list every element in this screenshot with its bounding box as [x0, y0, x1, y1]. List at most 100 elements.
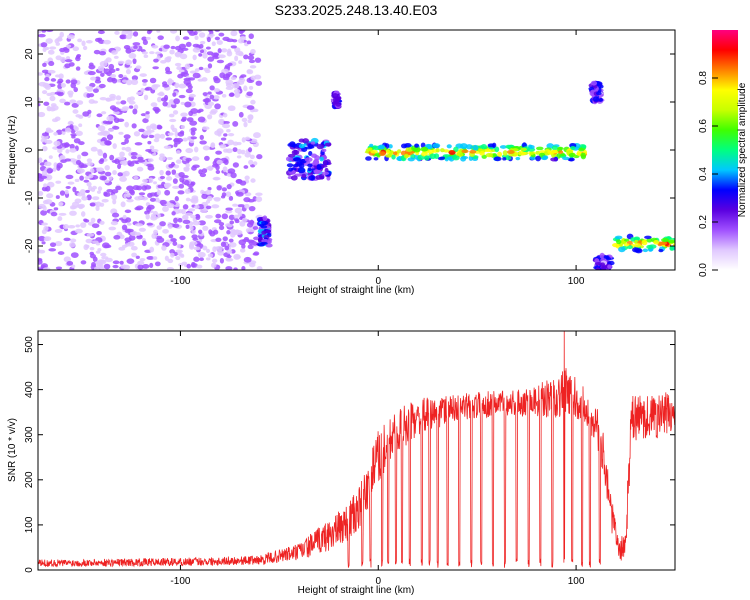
spectrogram-cell [529, 151, 534, 156]
spectrogram-cell [151, 233, 158, 239]
spectrogram-cell [223, 159, 229, 166]
spectrogram-xtick-label: 100 [568, 276, 585, 287]
spectrogram-cell [241, 117, 248, 123]
spectrogram-cell [230, 30, 238, 37]
spectrogram-cell [479, 150, 485, 156]
spectrogram-cell [535, 155, 541, 162]
spectrogram-cell [49, 242, 57, 247]
spectrogram-cell [215, 169, 221, 174]
spectrogram-cell [47, 69, 56, 74]
spectrogram-cell [193, 256, 200, 262]
spectrogram-cell [169, 200, 176, 204]
snr-ytick-label: 400 [24, 381, 35, 398]
spectrogram-cell [117, 172, 123, 177]
spectrogram-cell [211, 204, 220, 209]
spectrogram-region [285, 137, 332, 182]
spectrogram-cell [119, 34, 128, 40]
spectrogram-cell [70, 79, 78, 85]
spectrogram-cell [520, 147, 528, 152]
spectrogram-cell [249, 219, 254, 226]
spectrogram-ylabel: Frequency (Hz) [7, 116, 18, 185]
spectrogram-cell [191, 165, 197, 171]
spectrogram-cell [85, 40, 93, 44]
spectrogram-cell [159, 169, 164, 176]
spectrogram-cell [133, 175, 139, 180]
spectrogram-cell [40, 42, 48, 48]
spectrogram-cell [118, 74, 124, 79]
spectrogram-cell [205, 214, 213, 219]
colorbar: 0.0 0.2 0.4 0.6 0.8 Normalized spectral ampl… [698, 30, 748, 277]
spectrogram-cell [167, 223, 173, 229]
spectrogram-cell [178, 69, 185, 73]
spectrogram-cell [49, 91, 56, 96]
spectrogram-cell [599, 252, 605, 259]
spectrogram-cell [217, 250, 225, 256]
spectrogram-cell [205, 166, 214, 171]
spectrogram-cell [443, 149, 450, 153]
spectrogram-ytick-label: -20 [24, 238, 35, 253]
spectrogram-cell [238, 52, 244, 57]
spectrogram-cell [97, 125, 106, 132]
spectrogram-cell [215, 237, 222, 242]
spectrogram-cell [217, 48, 222, 54]
spectrogram-cell [230, 45, 237, 49]
spectrogram-cell [156, 189, 161, 196]
spectrogram-cell [116, 79, 121, 83]
spectrogram-cell [242, 238, 250, 242]
spectrogram-cell [65, 79, 71, 84]
spectrogram-cell [499, 145, 507, 149]
spectrogram-cell [54, 116, 61, 122]
spectrogram-cell [145, 113, 150, 120]
snr-frame [37, 330, 676, 571]
spectrogram-cell [180, 112, 188, 117]
spectrogram-cell [222, 123, 231, 129]
spectrogram-cell [110, 73, 117, 79]
spectrogram-cell [54, 91, 63, 95]
spectrogram-cell [141, 240, 147, 247]
spectrogram-cell [132, 108, 138, 115]
spectrogram-cell [222, 120, 230, 125]
spectrogram-cell [113, 235, 121, 240]
spectrogram-cell [165, 170, 171, 176]
spectrogram-cell [96, 231, 102, 235]
spectrogram-cell [78, 114, 84, 119]
spectrogram-cell [101, 256, 109, 260]
spectrogram-cell [126, 222, 132, 226]
spectrogram-cell [128, 53, 137, 59]
spectrogram-cell [667, 239, 675, 244]
spectrogram-cell [310, 153, 318, 158]
spectrogram-cell [241, 217, 248, 223]
spectrogram-cell [59, 47, 66, 53]
spectrogram-cell [197, 116, 206, 123]
spectrogram-cell [111, 212, 120, 218]
spectrogram-cell [143, 94, 149, 101]
spectrogram-cell [149, 145, 155, 150]
spectrogram-cell [159, 175, 166, 180]
spectrogram-cell [93, 266, 99, 270]
spectrogram-cell [204, 155, 210, 161]
spectrogram-cell [626, 245, 633, 250]
spectrogram-cell [207, 114, 213, 120]
spectrogram-cell [236, 155, 242, 159]
spectrogram-cell [88, 93, 95, 98]
spectrogram-cell [50, 105, 59, 111]
spectrogram-cell [192, 197, 199, 202]
spectrogram-cell [62, 224, 69, 230]
spectrogram-cell [202, 98, 210, 103]
spectrogram-cell [252, 226, 259, 230]
spectrogram-cell [169, 249, 176, 255]
spectrogram-cell [286, 163, 294, 168]
spectrogram-cell [568, 152, 576, 158]
spectrogram-cell [202, 145, 210, 151]
spectrogram-cell [73, 86, 79, 93]
spectrogram-cell [190, 261, 196, 268]
spectrogram-cell [103, 39, 111, 45]
spectrogram-cell [598, 97, 604, 102]
spectrogram-cell [238, 60, 243, 64]
spectrogram-cell [58, 212, 67, 216]
spectrogram-cell [125, 59, 133, 66]
spectrogram-cell [152, 256, 158, 260]
spectrogram-cell [594, 261, 603, 266]
spectrogram-cell [185, 88, 193, 94]
